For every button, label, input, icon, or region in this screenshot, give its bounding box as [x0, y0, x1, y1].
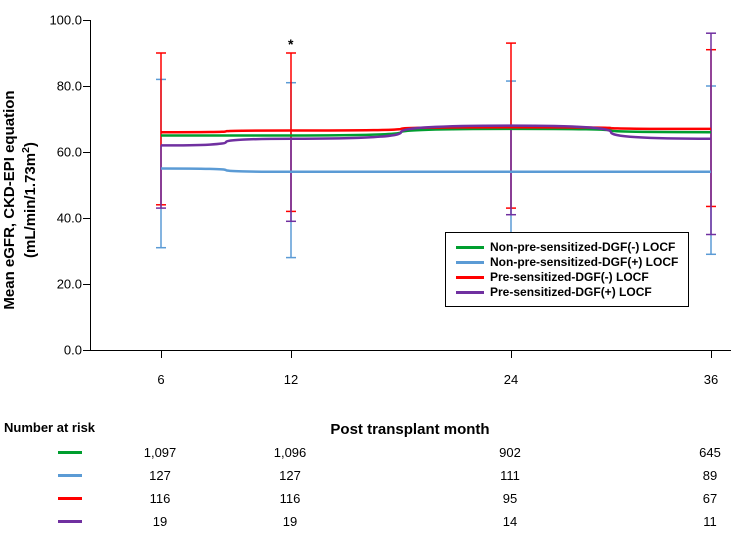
legend-item: Non-pre-sensitized-DGF(+) LOCF [456, 255, 678, 269]
legend-item: Pre-sensitized-DGF(-) LOCF [456, 270, 678, 284]
y-tick [83, 350, 91, 351]
legend-line [456, 276, 484, 279]
legend-label: Pre-sensitized-DGF(+) LOCF [490, 285, 652, 299]
risk-cell: 127 [149, 468, 171, 483]
y-tick-label: 100.0 [42, 13, 82, 28]
y-axis-title: Mean eGFR, CKD-EPI equation (mL/min/1.73… [0, 90, 40, 309]
risk-row: 19 19 14 11 [0, 511, 740, 531]
legend-item: Pre-sensitized-DGF(+) LOCF [456, 285, 678, 299]
x-tick [511, 350, 512, 358]
legend: Non-pre-sensitized-DGF(-) LOCFNon-pre-se… [445, 232, 689, 307]
y-tick-label: 80.0 [42, 79, 82, 94]
y-tick [83, 152, 91, 153]
risk-cell: 67 [703, 491, 717, 506]
risk-cell: 116 [280, 491, 301, 506]
x-tick-label: 36 [704, 372, 718, 387]
chart-area: Mean eGFR, CKD-EPI equation (mL/min/1.73… [90, 10, 730, 390]
y-tick-label: 60.0 [42, 145, 82, 160]
chart-container: Mean eGFR, CKD-EPI equation (mL/min/1.73… [0, 0, 749, 543]
risk-marker [58, 474, 82, 477]
risk-cell: 111 [500, 468, 520, 483]
risk-cell: 116 [150, 491, 171, 506]
y-tick [83, 86, 91, 87]
risk-row: 116 116 95 67 [0, 488, 740, 508]
x-tick [291, 350, 292, 358]
legend-line [456, 246, 484, 249]
risk-cell: 19 [283, 514, 297, 529]
risk-table-title: Number at risk [4, 420, 95, 435]
legend-label: Non-pre-sensitized-DGF(-) LOCF [490, 240, 675, 254]
risk-cell: 645 [699, 445, 721, 460]
x-axis-title: Post transplant month [330, 421, 489, 438]
legend-label: Pre-sensitized-DGF(-) LOCF [490, 270, 649, 284]
risk-cell: 89 [703, 468, 717, 483]
y-tick-label: 40.0 [42, 211, 82, 226]
x-tick [161, 350, 162, 358]
risk-cell: 95 [503, 491, 517, 506]
y-tick [83, 20, 91, 21]
risk-cell: 19 [153, 514, 167, 529]
y-tick [83, 218, 91, 219]
legend-line [456, 291, 484, 294]
risk-marker [58, 520, 82, 523]
risk-cell: 127 [279, 468, 301, 483]
risk-marker [58, 451, 82, 454]
y-tick [83, 284, 91, 285]
risk-row: 1,097 1,096 902 645 [0, 442, 740, 462]
x-tick-label: 6 [157, 372, 164, 387]
x-tick-label: 12 [284, 372, 298, 387]
legend-item: Non-pre-sensitized-DGF(-) LOCF [456, 240, 678, 254]
x-tick [711, 350, 712, 358]
x-tick-label: 24 [504, 372, 518, 387]
risk-cell: 14 [503, 514, 517, 529]
y-axis-title-line1: Mean eGFR, CKD-EPI equation [1, 90, 18, 309]
y-tick-label: 0.0 [42, 343, 82, 358]
significance-marker: * [288, 36, 293, 52]
risk-cell: 902 [499, 445, 521, 460]
legend-line [456, 261, 484, 264]
risk-cell: 1,097 [144, 445, 177, 460]
risk-row: 127 127 111 89 [0, 465, 740, 485]
y-tick-label: 20.0 [42, 277, 82, 292]
risk-cell: 1,096 [274, 445, 307, 460]
risk-cell: 11 [703, 514, 717, 529]
y-axis-title-line2: (mL/min/1.73m2) [22, 142, 39, 258]
risk-marker [58, 497, 82, 500]
series-line [161, 169, 711, 172]
legend-label: Non-pre-sensitized-DGF(+) LOCF [490, 255, 678, 269]
